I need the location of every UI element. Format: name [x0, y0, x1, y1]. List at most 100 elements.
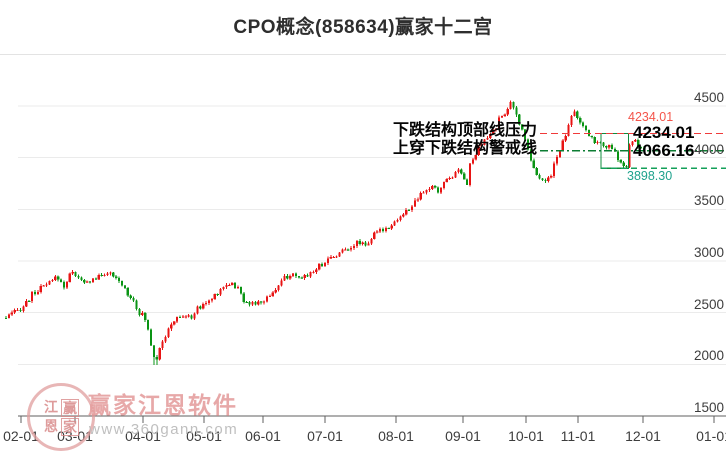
candle-body: [39, 286, 42, 293]
candle-body: [170, 324, 173, 329]
candle-body: [129, 295, 132, 298]
candle-body: [210, 299, 213, 301]
candle-body: [91, 278, 95, 283]
candle-body: [437, 187, 440, 193]
candle-body: [518, 114, 521, 125]
candle-body: [97, 274, 100, 280]
candle-body: [367, 243, 370, 246]
candle-body: [89, 281, 92, 283]
candle-body: [277, 285, 280, 290]
candle-body: [355, 241, 358, 246]
candle-body: [280, 280, 283, 286]
candle-body: [631, 141, 634, 145]
candle-body: [405, 209, 408, 215]
candle-body: [483, 139, 486, 146]
candle-body: [347, 249, 350, 251]
candle-body: [135, 300, 138, 310]
candle-body: [492, 129, 495, 135]
candle-body: [553, 163, 556, 177]
candle-body: [207, 300, 211, 303]
candle-body: [509, 102, 512, 110]
candle-body: [625, 166, 628, 168]
candle-body: [619, 160, 622, 163]
candle-body: [228, 285, 231, 287]
candle-body: [42, 285, 45, 287]
candle-body: [544, 179, 547, 182]
candle-body: [222, 287, 225, 289]
candle-body: [628, 144, 631, 167]
candle-body: [286, 275, 289, 279]
candle-body: [294, 273, 298, 277]
candle-body: [379, 228, 382, 232]
candle-body: [94, 278, 97, 280]
candle-body: [155, 357, 158, 360]
candle-body: [466, 179, 469, 185]
candle-body: [361, 242, 364, 244]
candle-body: [616, 151, 619, 161]
candle-body: [173, 321, 176, 325]
candle-body: [181, 316, 184, 318]
candle-body: [289, 275, 292, 279]
candle-body: [326, 258, 329, 264]
candle-body: [321, 264, 324, 266]
candle-body: [62, 281, 66, 288]
candle-body: [123, 285, 126, 288]
candle-body: [442, 182, 445, 189]
candle-body: [248, 302, 251, 305]
candle-body: [245, 301, 248, 303]
candle-body: [584, 125, 588, 131]
candle-body: [506, 109, 509, 115]
candle-body: [60, 279, 63, 282]
candle-body: [489, 134, 492, 139]
candle-body: [521, 124, 524, 130]
candle-body: [390, 225, 393, 229]
candle-body: [497, 117, 501, 129]
candle-body: [582, 122, 585, 126]
candle-body: [260, 301, 263, 303]
candle-body: [22, 306, 25, 312]
candle-body: [387, 227, 390, 229]
candle-body: [196, 306, 199, 314]
candle-body: [251, 301, 254, 305]
candle-body: [292, 273, 295, 276]
candle-body: [158, 348, 161, 360]
candle-body: [341, 249, 344, 253]
candle-body: [213, 294, 216, 300]
candle-body: [500, 116, 503, 118]
candle-body: [350, 247, 353, 250]
candle-body: [408, 209, 411, 211]
candle-body: [529, 149, 532, 161]
candle-body: [103, 274, 106, 276]
candle-body: [57, 276, 60, 280]
candle-body: [86, 281, 89, 283]
candle-body: [642, 147, 646, 151]
candle-body: [376, 231, 379, 233]
candle-body: [265, 296, 269, 302]
candle-body: [399, 216, 402, 221]
candle-body: [541, 178, 544, 180]
candle-body: [381, 228, 385, 231]
candle-body: [431, 186, 434, 190]
candle-body: [187, 315, 190, 317]
candle-body: [396, 220, 399, 222]
candle-body: [622, 162, 625, 167]
candle-body: [193, 313, 196, 319]
candle-body: [454, 171, 457, 178]
candle-body: [364, 242, 367, 246]
candle-body: [503, 114, 506, 117]
candle-body: [468, 163, 472, 185]
candle-body: [190, 315, 193, 319]
candle-body: [106, 273, 109, 275]
candle-body: [161, 341, 164, 349]
candle-body: [219, 288, 222, 295]
candle-body: [474, 155, 477, 160]
candle-body: [178, 316, 182, 318]
candle-body: [68, 273, 71, 282]
candle-body: [335, 256, 338, 258]
candle-body: [109, 272, 112, 274]
candle-body: [439, 188, 443, 193]
candle-body: [332, 257, 335, 259]
candle-body: [555, 156, 559, 164]
candle-body: [306, 275, 309, 277]
candle-body: [576, 111, 579, 118]
